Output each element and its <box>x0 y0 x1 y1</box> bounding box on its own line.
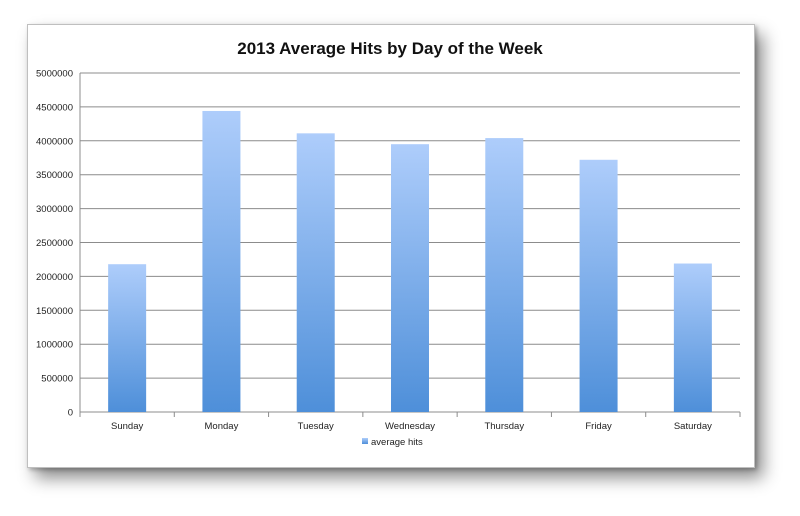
y-tick-label: 5000000 <box>36 69 73 80</box>
bar-saturday <box>673 263 712 412</box>
x-tick-label: Monday <box>205 421 239 432</box>
chart-frame: 2013 Average Hits by Day of the Week 0 50… <box>27 24 755 468</box>
y-tick-label: 4500000 <box>36 102 73 113</box>
bar-friday <box>579 159 618 412</box>
x-tick-label: Tuesday <box>298 421 334 432</box>
y-tick-label: 3000000 <box>36 204 73 215</box>
bar-monday <box>202 110 241 412</box>
y-tick-label: 500000 <box>41 374 73 385</box>
y-tick-label: 1000000 <box>36 340 73 351</box>
chart-title: 2013 Average Hits by Day of the Week <box>237 39 543 58</box>
x-tick-label: Friday <box>585 421 612 432</box>
legend-swatch <box>362 438 368 444</box>
y-tick-label: 1500000 <box>36 306 73 317</box>
y-tick-label: 3500000 <box>36 170 73 181</box>
x-axis-tick-labels: Sunday Monday Tuesday Wednesday Thursday Frid… <box>111 421 712 432</box>
y-tick-label: 0 <box>68 408 73 419</box>
x-tick-label: Saturday <box>674 421 712 432</box>
legend: average hits <box>362 437 423 448</box>
bar-chart: 2013 Average Hits by Day of the Week 0 50… <box>36 39 741 448</box>
bar-tuesday <box>296 133 335 412</box>
x-tick-label: Thursday <box>484 421 524 432</box>
legend-label: average hits <box>371 437 423 448</box>
y-tick-label: 2500000 <box>36 238 73 249</box>
bar-wednesday <box>391 144 429 412</box>
y-tick-label: 4000000 <box>36 136 73 147</box>
y-axis-tick-labels: 0 500000 1000000 1500000 2000000 2500000 30000… <box>36 69 73 419</box>
bars <box>108 110 712 412</box>
x-tick-label: Wednesday <box>385 421 435 432</box>
x-tick-label: Sunday <box>111 421 143 432</box>
bar-sunday <box>108 264 147 412</box>
y-tick-label: 2000000 <box>36 272 73 283</box>
bar-thursday <box>485 138 524 412</box>
